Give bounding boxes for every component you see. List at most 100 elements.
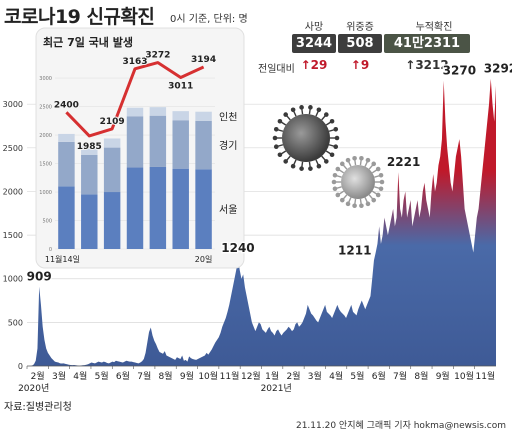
virus-spike-tip	[332, 172, 338, 178]
x-tick-label: 8월	[414, 370, 428, 382]
virus-spike-tip	[345, 201, 351, 207]
virus-spike-tip	[345, 157, 351, 163]
page-subtitle: 0시 기준, 단위: 명	[170, 14, 248, 25]
cases-area	[27, 78, 496, 366]
inset-y-tick-label: 3000	[39, 76, 52, 82]
x-tick-label: 5월	[350, 370, 364, 382]
cumulative-value: 41만2311	[384, 34, 470, 53]
x-tick-label: 5월	[95, 370, 109, 382]
virus-spike-tip	[329, 152, 335, 158]
inset-bar-gyeonggi	[172, 120, 189, 169]
virus-spike-tip	[371, 197, 377, 203]
virus-spike-tip	[333, 144, 339, 150]
virus-spike-tip	[316, 163, 322, 169]
virus-spike-tip	[290, 163, 296, 169]
y-tick-label: 1000	[3, 275, 23, 284]
x-tick-label: 3월	[52, 370, 66, 382]
virus-spike-tip	[283, 159, 288, 164]
inset-bar-gyeonggi	[103, 147, 121, 193]
x-tick-label: 2월	[31, 370, 45, 382]
inset-bar-incheon	[172, 111, 189, 121]
x-tick-label: 7월	[137, 370, 151, 382]
virus-spike-tip	[365, 201, 371, 207]
virus-spike-tip	[333, 126, 339, 132]
inset-bar-incheon	[103, 138, 121, 148]
inset-bar-seoul	[172, 168, 189, 249]
inset-bar-seoul	[195, 169, 212, 249]
inset-line-label: 2109	[100, 117, 125, 127]
y-tick-label: 2000	[3, 187, 23, 196]
inset-total-line	[65, 61, 205, 138]
x-tick-label: 9월	[180, 370, 194, 382]
inset-bar-incheon	[126, 107, 144, 117]
prev-day-label: 전일대비	[258, 64, 295, 75]
deaths-change: ↑29	[300, 58, 328, 72]
inset-line-label: 3163	[122, 57, 147, 67]
virus-body	[282, 114, 330, 162]
inset-line-label: 3272	[145, 51, 170, 61]
virus-spike-tip	[308, 166, 313, 171]
y-tick-label: 3000	[3, 100, 23, 109]
y-tick-label: 2500	[3, 144, 23, 153]
inset-bar-seoul	[58, 186, 75, 249]
inset-x-label: 11월14일	[45, 254, 80, 264]
virus-spike-tip	[324, 112, 329, 117]
inset-chart: 최근 7일 국내 발생 0 500 1000 1500 2000 2500 3000 인천경기서…	[35, 27, 245, 269]
virus-spike-tip	[308, 105, 313, 110]
inset-y-tick-label: 500	[42, 219, 52, 225]
page-title: 코로나19 신규확진	[4, 6, 155, 28]
inset-bar-gyeonggi	[58, 141, 75, 187]
virus-spike-tip	[329, 118, 335, 124]
x-tick-label: 2월	[286, 370, 300, 382]
inset-y-tick-label: 1500	[39, 162, 52, 168]
inset-y-tick-label: 2500	[39, 105, 52, 111]
virus-spike-tip	[379, 179, 385, 185]
virus-spike-tip	[352, 203, 357, 209]
cumulative-change: ↑3212	[405, 58, 449, 72]
source-label: 자료:질병관리청	[4, 402, 72, 413]
main-annotations: 909124012112221327032923212	[25, 60, 512, 284]
virus-spike-tip	[339, 161, 345, 167]
inset-title: 최근 7일 국내 발생	[43, 35, 133, 49]
critical-value: 508	[338, 34, 382, 53]
x-tick-label: 11월	[220, 370, 240, 382]
x-tick-label: 1월	[265, 370, 279, 382]
main-area	[27, 78, 496, 366]
x-tick-label: 3월	[308, 370, 322, 382]
inset-bar-incheon	[81, 145, 98, 155]
deaths-label: 사망	[304, 22, 324, 33]
virus-light	[331, 155, 385, 209]
peak-label: 909	[27, 270, 52, 284]
virus-spike-tip	[352, 155, 357, 161]
inset-x-label: 20일	[195, 255, 213, 264]
critical-change: ↑9	[350, 58, 370, 72]
inset-line-label: 3011	[168, 81, 193, 91]
x-tick-label: 6월	[372, 370, 386, 382]
y-tick-label: 0	[18, 362, 23, 371]
virus-spike-tip	[316, 107, 322, 113]
inset-bar-gyeonggi	[126, 116, 144, 168]
inset-line-label: 2400	[54, 100, 79, 110]
inset-y-tick-label: 0	[49, 247, 52, 253]
inset-bar-incheon	[58, 133, 75, 142]
x-tick-label: 7월	[393, 370, 407, 382]
cumulative-label: 누적확진	[415, 22, 453, 33]
virus-spike-tip	[375, 192, 381, 198]
virus-spike-tip	[273, 126, 279, 132]
virus-spike-tip	[359, 203, 364, 209]
virus-spike-tip	[273, 144, 279, 150]
inset-line-label: 3194	[191, 55, 216, 65]
virus-spike-tip	[335, 166, 341, 172]
x-tick-label: 10월	[198, 370, 218, 382]
virus-spike-tip	[371, 161, 377, 167]
virus-spike-tip	[277, 118, 283, 124]
inset-y-tick-label: 1000	[39, 190, 52, 196]
inset-bar-gyeonggi	[81, 155, 98, 195]
virus-spike-tip	[378, 186, 384, 192]
virus-spike-tip	[365, 157, 371, 163]
inset-bar-seoul	[81, 194, 98, 249]
virus-spike-tip	[335, 192, 341, 198]
virus-spike-tip	[272, 135, 278, 141]
virus-spike-tip	[334, 135, 340, 141]
